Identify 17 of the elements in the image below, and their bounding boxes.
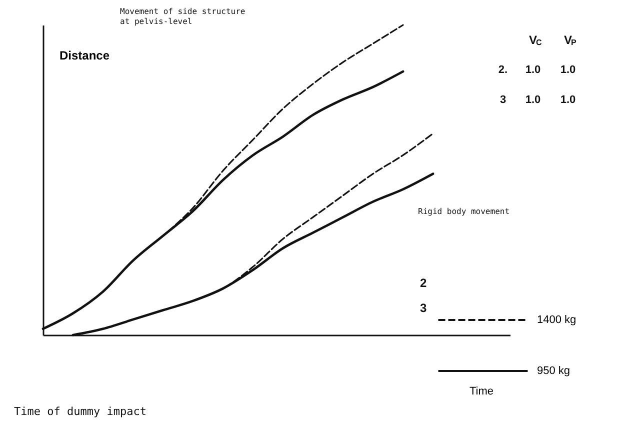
text: 1.0 <box>560 64 576 76</box>
text: 1400 kg <box>537 314 576 326</box>
text: VC <box>528 33 542 47</box>
text: 950 kg <box>537 365 570 377</box>
text: 3 <box>500 94 506 106</box>
text: 1.0 <box>560 94 576 106</box>
text: VP <box>564 33 577 47</box>
text: 2. <box>498 64 508 76</box>
y-axis-title: Distance <box>60 48 110 62</box>
annotation: Movement of side structure at pelvis-level <box>120 7 246 26</box>
text: Time of dummy impact <box>14 405 146 418</box>
x-axis-title: Time <box>469 386 494 398</box>
annotation: 2 <box>420 276 427 290</box>
annotation: 3 <box>420 301 427 315</box>
text: 1.0 <box>525 64 541 76</box>
text: 1.0 <box>525 94 541 106</box>
annotation: Rigid body movement <box>418 207 510 216</box>
